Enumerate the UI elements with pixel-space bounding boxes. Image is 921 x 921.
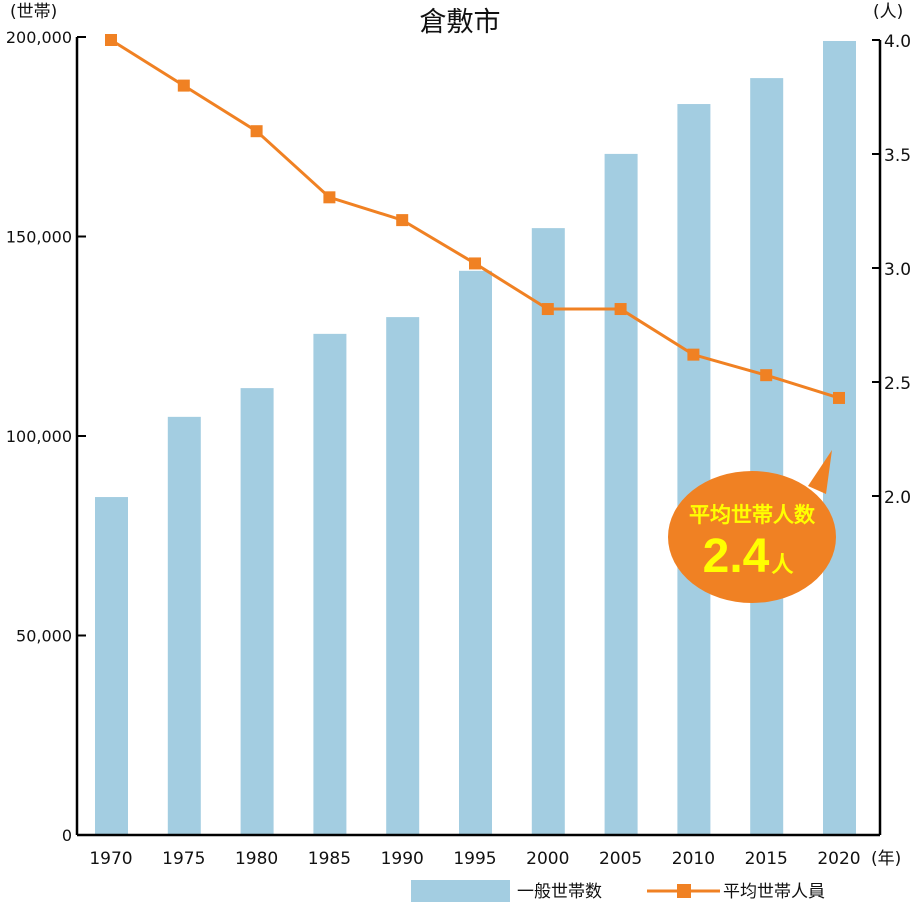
right-tick-label: 3.5 (884, 146, 911, 166)
left-tick-label: 50,000 (16, 627, 72, 646)
bar-1990 (386, 317, 420, 835)
line-marker-1970 (105, 34, 117, 46)
bar-2020 (823, 40, 856, 836)
line-marker-2005 (614, 303, 627, 316)
bar-1995 (459, 270, 492, 836)
bar-2010 (677, 104, 711, 836)
line-marker-2015 (760, 369, 773, 382)
bar-2000 (531, 228, 565, 836)
left-tick-label: 150,000 (6, 228, 72, 247)
annotation-value: 2.4人 (703, 530, 794, 583)
bar-2005 (604, 153, 638, 836)
line-marker-1985 (323, 191, 336, 204)
legend-marker-line (677, 884, 691, 898)
line-marker-2020 (833, 391, 845, 404)
right-tick-label: 2.0 (884, 488, 911, 508)
x-axis-unit: (年) (871, 849, 901, 869)
left-tick-label: 200,000 (6, 28, 72, 47)
right-tick-label: 3.0 (884, 260, 911, 280)
annotation-bubble: 平均世帯人数 2.4人 (668, 450, 836, 603)
right-axis-unit: (人) (873, 2, 903, 22)
x-tick-label: 1975 (162, 849, 205, 869)
annotation-label: 平均世帯人数 (689, 503, 816, 527)
legend-label-bar: 一般世帯数 (517, 882, 602, 902)
legend: 一般世帯数 平均世帯人員 (411, 880, 825, 902)
x-tick-label: 2000 (526, 849, 569, 869)
x-tick-label: 1985 (308, 849, 351, 869)
bar-1970 (95, 497, 128, 835)
line-marker-2010 (687, 348, 700, 361)
bar-2015 (750, 78, 784, 836)
x-tick-label: 2005 (599, 849, 642, 869)
bar-1975 (167, 416, 201, 835)
left-tick-label: 0 (62, 826, 72, 845)
left-tick-label: 100,000 (6, 427, 72, 446)
x-tick-label: 1990 (381, 849, 424, 869)
chart-title: 倉敷市 (420, 7, 501, 38)
bars-series (95, 40, 856, 836)
line-marker-1980 (250, 125, 263, 138)
right-tick-label: 2.5 (884, 374, 911, 394)
right-axis-ticks: 2.0 2.5 3.0 3.5 4.0 (872, 32, 911, 508)
x-tick-label: 2010 (672, 849, 715, 869)
left-axis-unit: (世帯) (10, 2, 57, 22)
bar-1985 (313, 333, 347, 835)
bar-1980 (240, 388, 274, 835)
legend-label-line: 平均世帯人員 (723, 882, 825, 902)
x-tick-label: 2015 (745, 849, 788, 869)
x-tick-label: 1995 (453, 849, 496, 869)
x-tick-label: 1980 (235, 849, 278, 869)
x-tick-label: 2020 (817, 849, 860, 869)
right-tick-label: 4.0 (884, 32, 911, 52)
line-series (105, 34, 845, 404)
line-marker-1975 (177, 79, 190, 92)
line-marker-2000 (541, 303, 554, 316)
line-marker-1990 (396, 214, 409, 227)
line-marker-1995 (469, 257, 481, 270)
left-axis-ticks: 0 50,000 100,000 150,000 200,000 (6, 28, 86, 845)
x-tick-label: 1970 (89, 849, 132, 869)
legend-swatch-bar (411, 880, 510, 902)
x-axis-labels: 1970 1975 1980 1985 1990 1995 2000 2005 2010 2015… (89, 849, 860, 869)
